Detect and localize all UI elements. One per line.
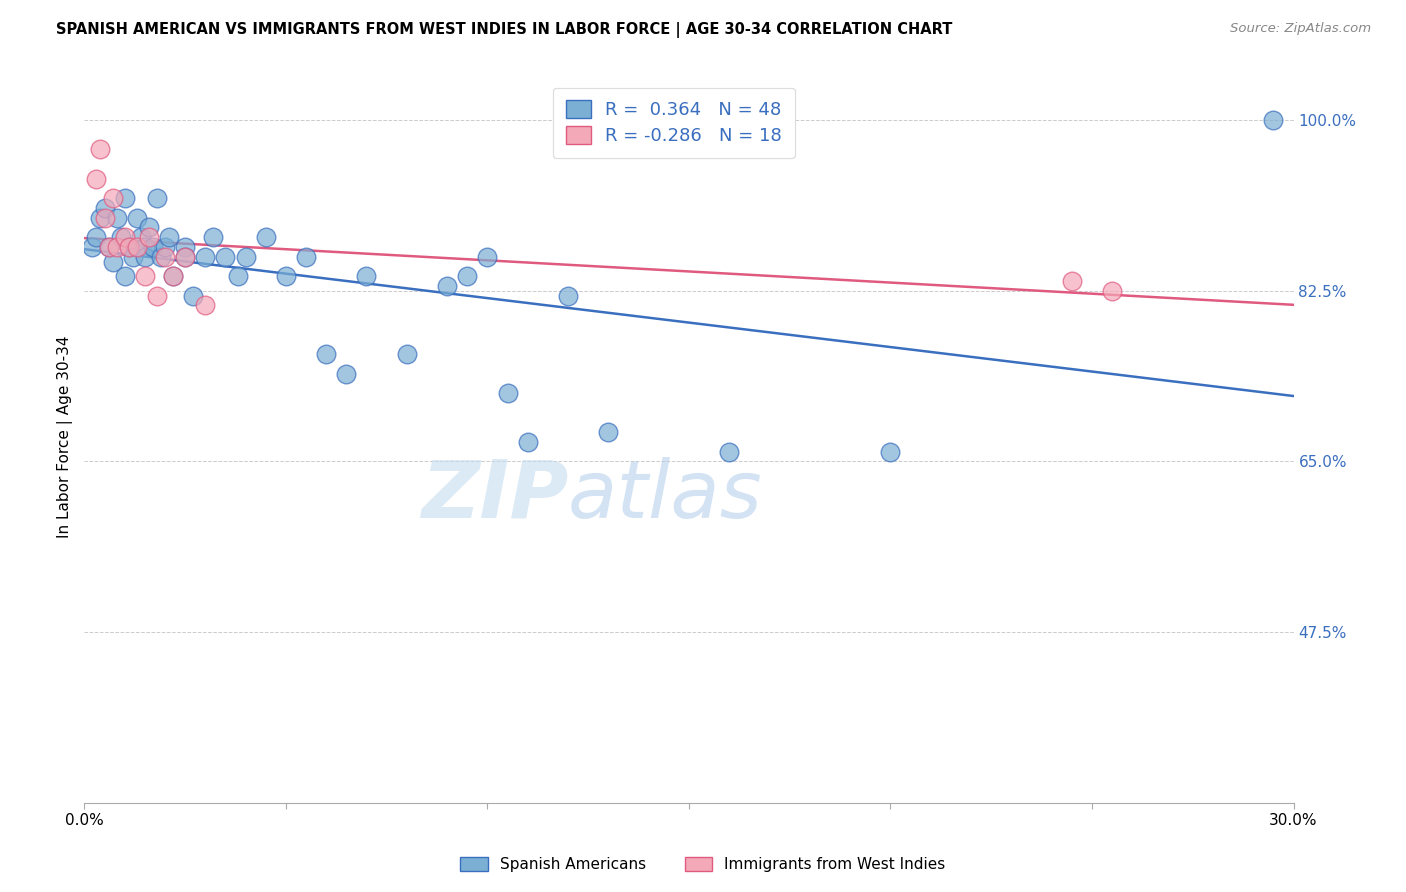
- Point: [97, 240, 120, 254]
- Point: [153, 240, 176, 254]
- Point: [86, 230, 108, 244]
- Point: [118, 240, 141, 254]
- Point: [202, 230, 225, 244]
- Point: [89, 211, 111, 225]
- Point: [214, 250, 236, 264]
- Point: [86, 171, 108, 186]
- Point: [235, 250, 257, 264]
- Point: [114, 191, 136, 205]
- Point: [149, 250, 172, 264]
- Point: [477, 250, 499, 264]
- Point: [162, 269, 184, 284]
- Text: atlas: atlas: [568, 457, 763, 534]
- Point: [181, 288, 204, 302]
- Legend: R =  0.364   N = 48, R = -0.286   N = 18: R = 0.364 N = 48, R = -0.286 N = 18: [553, 87, 794, 158]
- Point: [118, 240, 141, 254]
- Point: [105, 240, 128, 254]
- Point: [101, 254, 124, 268]
- Point: [456, 269, 478, 284]
- Point: [1101, 284, 1123, 298]
- Point: [138, 230, 160, 244]
- Point: [153, 250, 176, 264]
- Point: [879, 444, 901, 458]
- Point: [1060, 274, 1083, 288]
- Point: [1263, 113, 1285, 128]
- Point: [174, 250, 197, 264]
- Point: [134, 250, 156, 264]
- Point: [105, 211, 128, 225]
- Text: ZIP: ZIP: [420, 457, 568, 534]
- Point: [295, 250, 318, 264]
- Point: [194, 250, 217, 264]
- Text: Source: ZipAtlas.com: Source: ZipAtlas.com: [1230, 22, 1371, 36]
- Point: [516, 434, 538, 449]
- Point: [146, 288, 169, 302]
- Point: [718, 444, 741, 458]
- Point: [110, 230, 132, 244]
- Y-axis label: In Labor Force | Age 30-34: In Labor Force | Age 30-34: [58, 335, 73, 539]
- Point: [174, 240, 197, 254]
- Point: [395, 347, 418, 361]
- Point: [138, 220, 160, 235]
- Point: [134, 269, 156, 284]
- Point: [356, 269, 378, 284]
- Point: [146, 191, 169, 205]
- Point: [157, 230, 180, 244]
- Point: [254, 230, 277, 244]
- Point: [274, 269, 297, 284]
- Point: [142, 240, 165, 254]
- Text: SPANISH AMERICAN VS IMMIGRANTS FROM WEST INDIES IN LABOR FORCE | AGE 30-34 CORRE: SPANISH AMERICAN VS IMMIGRANTS FROM WEST…: [56, 22, 953, 38]
- Point: [315, 347, 337, 361]
- Point: [97, 240, 120, 254]
- Point: [335, 367, 357, 381]
- Legend: Spanish Americans, Immigrants from West Indies: Spanish Americans, Immigrants from West …: [453, 849, 953, 880]
- Point: [82, 240, 104, 254]
- Point: [174, 250, 197, 264]
- Point: [496, 386, 519, 401]
- Point: [125, 240, 148, 254]
- Point: [436, 279, 458, 293]
- Point: [129, 230, 152, 244]
- Point: [226, 269, 249, 284]
- Point: [114, 230, 136, 244]
- Point: [121, 250, 143, 264]
- Point: [93, 201, 115, 215]
- Point: [598, 425, 620, 440]
- Point: [114, 269, 136, 284]
- Point: [89, 142, 111, 156]
- Point: [162, 269, 184, 284]
- Point: [194, 298, 217, 312]
- Point: [101, 191, 124, 205]
- Point: [93, 211, 115, 225]
- Point: [125, 211, 148, 225]
- Point: [134, 240, 156, 254]
- Point: [557, 288, 579, 302]
